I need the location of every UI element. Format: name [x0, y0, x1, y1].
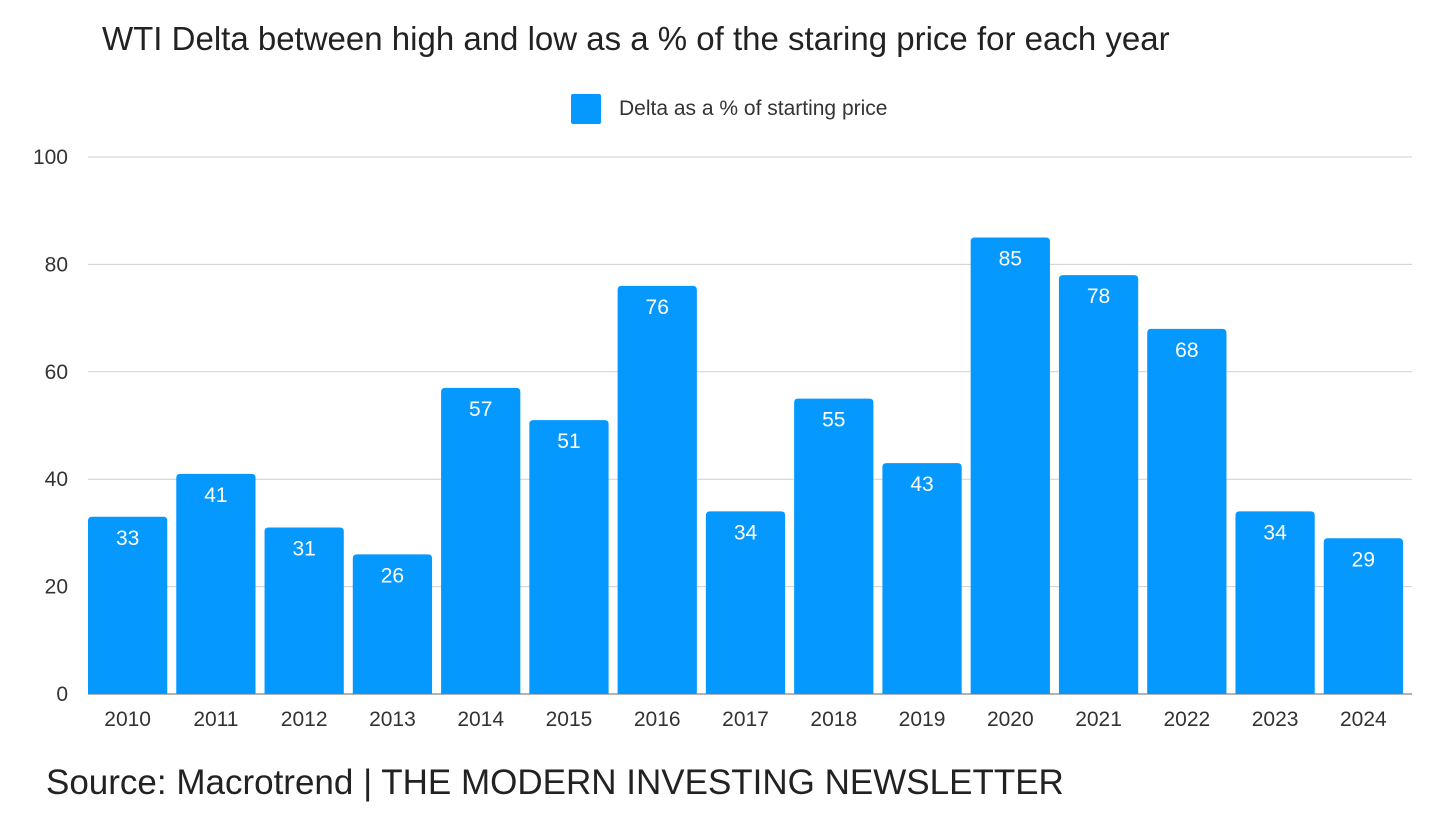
bar [705, 511, 786, 694]
data-label: 76 [646, 296, 669, 319]
data-label: 31 [292, 538, 315, 561]
legend-swatch [571, 94, 601, 124]
legend-label: Delta as a % of starting price [619, 97, 888, 120]
data-label: 33 [116, 527, 139, 550]
x-tick-label: 2015 [546, 708, 593, 731]
bar [882, 463, 962, 694]
bar [264, 527, 344, 694]
bar [617, 285, 697, 694]
x-tick-label: 2010 [104, 708, 151, 731]
x-tick-label: 2012 [281, 708, 328, 731]
x-tick-label: 2017 [722, 708, 769, 731]
data-label: 85 [999, 248, 1022, 271]
data-label: 78 [1087, 285, 1110, 308]
y-tick-label: 100 [33, 146, 68, 169]
x-tick-label: 2020 [987, 708, 1034, 731]
bar [1235, 511, 1315, 694]
x-tick-label: 2021 [1075, 708, 1122, 731]
data-label: 34 [1263, 521, 1287, 544]
data-label: 55 [822, 409, 845, 432]
legend: Delta as a % of starting price [571, 94, 887, 124]
x-tick-label: 2024 [1340, 708, 1387, 731]
data-label: 41 [204, 484, 227, 507]
x-tick-label: 2013 [369, 708, 416, 731]
bar [1058, 275, 1139, 694]
data-label: 51 [557, 430, 580, 453]
y-tick-label: 0 [56, 683, 68, 706]
bar [441, 387, 521, 694]
bar-chart: 0 20 40 60 80 100 33 2010 41 2011 31 2012 26 2013 57 20… [33, 146, 1412, 731]
y-tick-label: 60 [45, 361, 68, 384]
data-label: 57 [469, 398, 492, 421]
x-tick-label: 2018 [810, 708, 857, 731]
x-tick-label: 2019 [899, 708, 946, 731]
y-tick-label: 40 [45, 468, 68, 491]
data-label: 43 [910, 473, 933, 496]
bar [529, 420, 609, 694]
y-tick-label: 80 [45, 253, 68, 276]
x-tick-label: 2022 [1163, 708, 1210, 731]
data-label: 29 [1352, 548, 1375, 571]
x-tick-label: 2011 [193, 708, 238, 731]
bar [352, 554, 433, 694]
source-note: Source: Macrotrend | THE MODERN INVESTIN… [46, 763, 1064, 802]
bar [88, 516, 168, 694]
x-tick-label: 2016 [634, 708, 681, 731]
x-tick-label: 2023 [1252, 708, 1299, 731]
bar [970, 237, 1050, 695]
chart-title: WTI Delta between high and low as a % of… [102, 20, 1170, 57]
bar [1323, 538, 1403, 694]
bar [1147, 328, 1227, 694]
y-tick-label: 20 [45, 576, 68, 599]
data-label: 34 [734, 521, 758, 544]
bar [794, 398, 874, 694]
x-tick-label: 2014 [457, 708, 504, 731]
data-label: 26 [381, 564, 404, 587]
bar [176, 473, 256, 694]
data-label: 68 [1175, 339, 1198, 362]
